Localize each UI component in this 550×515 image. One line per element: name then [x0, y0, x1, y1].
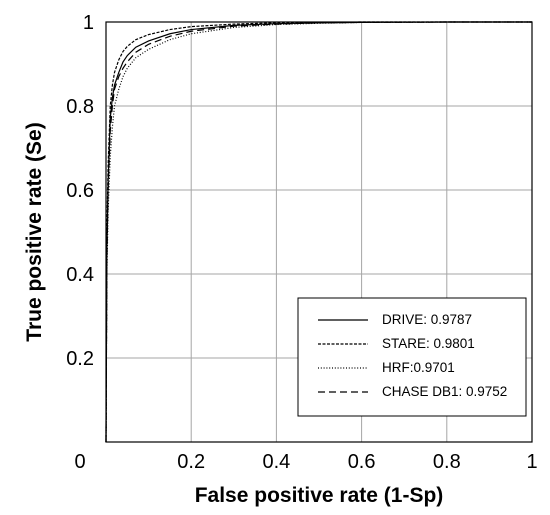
x-tick-label: 0.6: [348, 451, 376, 473]
x-tick-label: 1: [526, 451, 537, 473]
y-tick-label: 0.6: [66, 180, 94, 202]
y-tick-labels: 0.2 0.4 0.6 0.8 1: [66, 12, 94, 370]
y-tick-label: 1: [83, 12, 94, 34]
legend-label: HRF:0.9701: [382, 360, 455, 375]
x-tick-label: 0: [74, 451, 85, 473]
legend-box: [297, 297, 527, 417]
roc-curve-3: [105, 21, 532, 443]
x-axis-label: False positive rate (1-Sp): [195, 484, 444, 507]
y-tick-label: 0.8: [66, 96, 94, 118]
x-tick-label: 0.2: [177, 451, 205, 473]
y-tick-label: 0.4: [66, 264, 94, 286]
x-tick-label: 0.4: [262, 451, 290, 473]
x-tick-label: 0.8: [433, 451, 461, 473]
y-axis-label: True positive rate (Se): [23, 122, 46, 341]
legend-label: DRIVE: 0.9787: [382, 312, 472, 327]
plot-frame: [105, 21, 533, 443]
x-tick-labels: 0 0.2 0.4 0.6 0.8 1: [74, 451, 537, 473]
legend-label: STARE: 0.9801: [382, 336, 475, 351]
y-tick-label: 0.2: [66, 348, 94, 370]
roc-curve-4: [105, 21, 532, 443]
legend-label: CHASE DB1: 0.9752: [382, 384, 507, 399]
legend: DRIVE: 0.9787 STARE: 0.9801 HRF:0.9701 CHAS…: [297, 297, 527, 417]
